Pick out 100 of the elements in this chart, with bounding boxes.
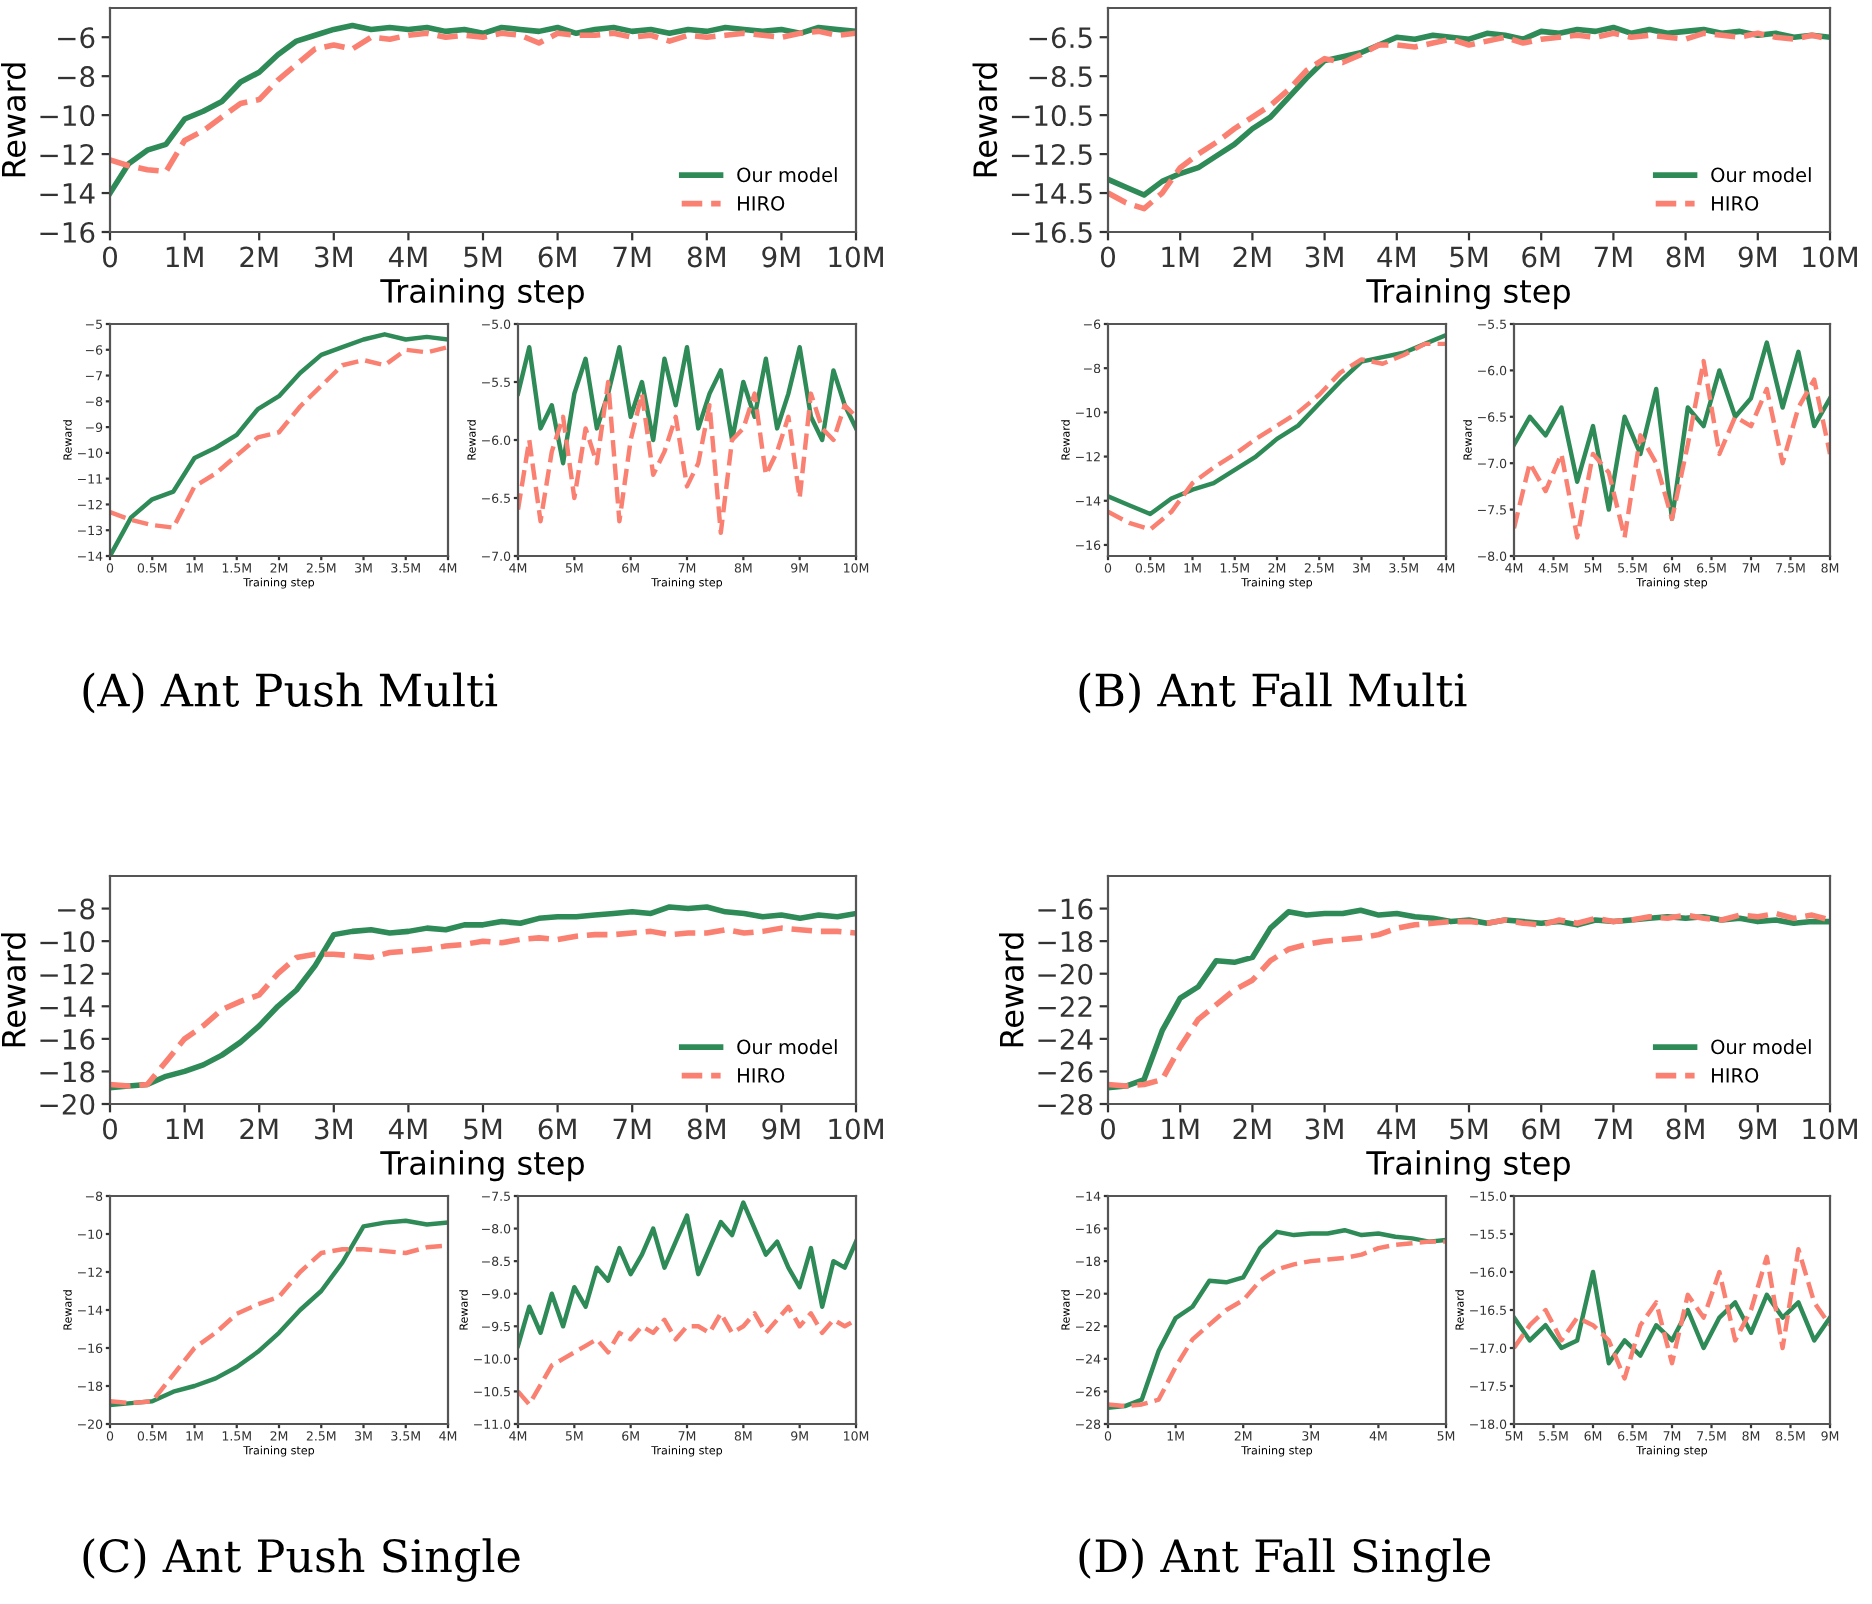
x-tick-label: 4M [1377,1118,1415,1139]
x-tick-label: 10M [1803,246,1857,268]
line-series [1514,340,1830,522]
x-tick-label: 7M [1594,246,1632,267]
y-tick-label: −16.5 [1011,221,1092,243]
line-series [518,1200,856,1349]
x-tick-label: 5M [1450,246,1488,268]
x-tick-label: 7M [1594,1118,1632,1139]
x-tick-label: 6M [1522,246,1560,268]
x-tick-label: 6M [538,246,576,268]
legend-label: Our model [1711,1039,1811,1055]
x-tick-label: 2M [240,1118,278,1139]
line-series [110,22,856,196]
x-tick-label: 8M [1666,1118,1704,1140]
text: (B) Ant Fall Multi [1079,672,1467,714]
y-tick-label: −20 [40,1093,95,1115]
legend-label: Our model [737,167,837,183]
y-tick-label: −10 [40,105,95,127]
x-tick-label: 3M [1305,246,1343,268]
y-axis-title: Reward [1,933,26,1047]
x-tick-label: 8M [1666,246,1704,268]
y-axis-title: Reward [1,63,26,177]
y-tick-label: −24 [1038,1028,1093,1050]
x-tick-label: 1M [1162,1118,1199,1139]
x-tick-label: 9M [1738,246,1776,268]
y-tick-label: −16 [40,1028,95,1050]
x-tick-label: 3M [315,246,352,268]
text: (C) Ant Push Single [83,1538,520,1582]
legend-label: HIRO [738,196,785,211]
line-series [1514,358,1830,540]
x-tick-label: 8M [687,1118,725,1140]
y-tick-label: −14 [40,183,95,204]
y-axis-title: Reward [999,933,1024,1047]
line-series [518,344,856,466]
y-tick-label: −8.5 [1029,66,1092,88]
x-axis-title: Training step [1366,278,1570,310]
legend-label: Our model [1711,167,1811,183]
y-tick-label: −10.5 [1011,105,1092,127]
legend-label: HIRO [1712,1068,1759,1083]
line-series [518,1304,856,1407]
y-tick-label: −28 [1038,1093,1093,1115]
x-tick-label: 4M [388,1118,427,1139]
line-series [1514,1269,1830,1366]
x-tick-label: 5M [464,1118,502,1140]
y-tick-label: −14 [40,996,95,1017]
y-tick-label: −18 [1038,931,1093,953]
y-tick-label: −6.5 [1029,27,1092,49]
text: (D) Ant Fall Single [1079,1538,1491,1582]
x-tick-label: 10M [1803,1118,1857,1140]
x-tick-label: 2M [1233,246,1271,267]
y-tick-label: −12.5 [1011,144,1092,166]
x-tick-label: 10M [829,246,883,268]
y-tick-label: −10 [40,931,95,953]
y-tick-label: −12 [40,963,94,985]
x-tick-label: 7M [613,246,651,267]
y-tick-label: −8 [58,898,95,920]
legend-label: HIRO [738,1068,785,1083]
x-tick-label: 1M [166,1118,203,1139]
x-tick-label: 8M [687,246,725,268]
y-tick-label: −16 [40,221,95,243]
x-tick-label: 4M [1377,246,1415,267]
x-tick-label: 9M [1738,1118,1776,1140]
x-tick-label: 6M [538,1118,576,1140]
y-tick-label: −16 [1038,898,1093,920]
line-series [110,344,448,530]
x-tick-label: 0 [102,1118,117,1140]
y-tick-label: −20 [1038,963,1093,985]
x-tick-label: 0 [1100,1118,1115,1140]
x-tick-label: 9M [762,1118,800,1140]
x-tick-label: 5M [464,246,502,268]
y-axis-title: Reward [972,63,998,177]
x-tick-label: 1M [166,246,203,267]
x-tick-label: 2M [1233,1118,1271,1139]
y-tick-label: −8 [58,66,95,88]
x-tick-label: 0 [102,246,117,268]
text: (A) Ant Push Multi [83,672,498,714]
y-tick-label: −18 [40,1061,95,1083]
x-tick-label: 10M [829,1118,883,1140]
line-series [518,379,856,536]
x-tick-label: 3M [315,1118,352,1140]
y-tick-label: −26 [1038,1061,1093,1083]
x-tick-label: 6M [1522,1118,1560,1140]
x-tick-label: 0 [1100,246,1115,268]
x-axis-title: Training step [1366,1150,1570,1182]
x-axis-title: Training step [380,278,584,310]
legend-label: HIRO [1712,196,1759,211]
y-tick-label: −14.5 [1011,183,1092,204]
x-tick-label: 9M [762,246,800,268]
y-tick-label: −22 [1038,996,1092,1017]
x-tick-label: 1M [1162,246,1199,267]
line-series [1514,1246,1830,1381]
y-tick-label: −12 [40,144,94,165]
x-tick-label: 3M [1305,1118,1343,1140]
x-tick-label: 2M [240,246,278,267]
x-tick-label: 5M [1450,1118,1488,1140]
x-axis-title: Training step [380,1150,584,1182]
legend-label: Our model [737,1039,837,1055]
y-tick-label: −6 [58,27,95,49]
x-tick-label: 7M [613,1118,651,1139]
x-tick-label: 4M [388,246,427,267]
